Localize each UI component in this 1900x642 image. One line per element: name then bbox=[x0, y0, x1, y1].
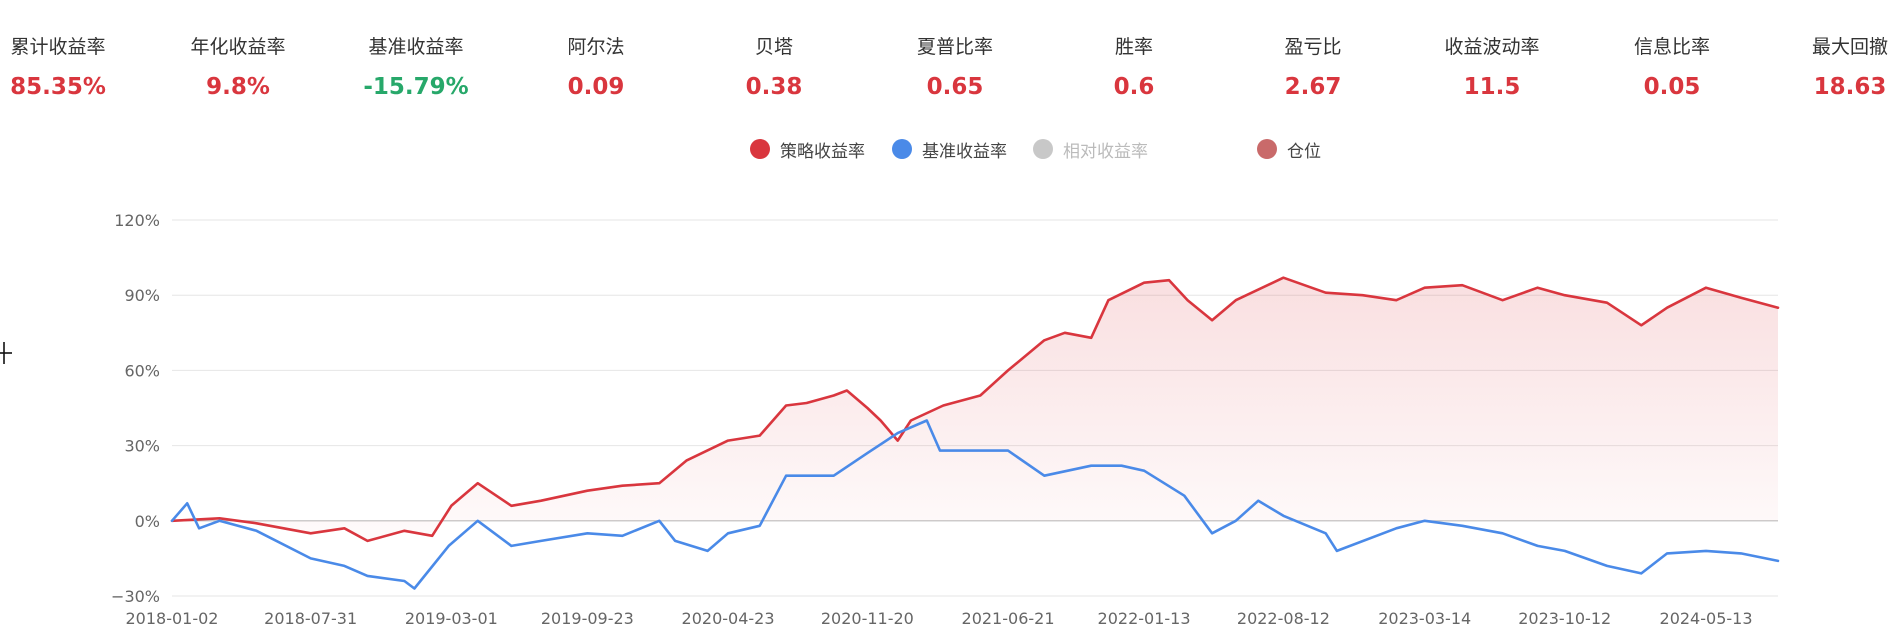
x-tick-label: 2022-01-13 bbox=[1098, 609, 1191, 628]
metric-value: 0.65 bbox=[926, 74, 984, 100]
x-tick-label: 2021-06-21 bbox=[962, 609, 1055, 628]
y-tick-label: 90% bbox=[124, 286, 160, 305]
strategy-area-fill bbox=[172, 277, 1778, 541]
y-tick-label: 0% bbox=[135, 512, 160, 531]
metric-value: 0.6 bbox=[1113, 74, 1155, 100]
metric-label: 盈亏比 bbox=[1284, 36, 1342, 58]
legend-item[interactable]: 策略收益率 bbox=[750, 134, 865, 164]
chart-legend: 策略收益率 基准收益率 相对收益率 仓位 bbox=[0, 134, 1900, 164]
metric-value: 11.5 bbox=[1463, 74, 1521, 100]
x-tick-label: 2023-03-14 bbox=[1378, 609, 1471, 628]
x-tick-label: 2018-07-31 bbox=[264, 609, 357, 628]
crosshair-cursor-icon bbox=[0, 342, 12, 364]
x-tick-label: 2023-10-12 bbox=[1518, 609, 1611, 628]
metric-label: 收益波动率 bbox=[1444, 36, 1540, 58]
x-tick-label: 2019-03-01 bbox=[405, 609, 498, 628]
metric-value: 18.63 bbox=[1813, 74, 1887, 100]
legend-item[interactable]: 相对收益率 bbox=[1033, 134, 1148, 164]
metric-value: 0.09 bbox=[567, 74, 625, 100]
x-tick-label: 2019-09-23 bbox=[541, 609, 634, 628]
legend-label: 策略收益率 bbox=[780, 141, 865, 162]
legend-item[interactable]: 基准收益率 bbox=[892, 134, 1007, 164]
metrics-bar: 累计收益率 85.35% 年化收益率 9.8% 基准收益率 -15.79% 阿尔法 0.09 贝… bbox=[0, 0, 1900, 120]
y-tick-label: 30% bbox=[124, 437, 160, 456]
legend-dot-icon bbox=[1257, 139, 1277, 159]
legend-label: 仓位 bbox=[1287, 141, 1321, 162]
metric-label: 最大回撤 bbox=[1811, 36, 1888, 58]
x-tick-label: 2020-04-23 bbox=[682, 609, 775, 628]
y-tick-label: 60% bbox=[124, 361, 160, 380]
metric-label: 贝塔 bbox=[754, 36, 793, 58]
y-tick-label: 120% bbox=[114, 211, 160, 230]
metric-value: -15.79% bbox=[363, 74, 469, 100]
metric-value: 9.8% bbox=[206, 74, 270, 100]
legend-label: 基准收益率 bbox=[922, 141, 1007, 162]
y-tick-label: −30% bbox=[111, 587, 160, 606]
returns-line-chart: 120% 90% 60% 30% 0% −30% 2018-01-02 2018-07-31 2… bbox=[111, 211, 1780, 628]
benchmark-return-line bbox=[170, 419, 1780, 590]
x-tick-label: 2024-05-13 bbox=[1660, 609, 1753, 628]
metric-value: 0.38 bbox=[745, 74, 803, 100]
metric-label: 基准收益率 bbox=[368, 36, 464, 58]
metric-value: 85.35% bbox=[10, 74, 106, 100]
metric-label: 阿尔法 bbox=[567, 36, 625, 58]
metric-value: 0.05 bbox=[1643, 74, 1701, 100]
metric-label: 信息比率 bbox=[1633, 36, 1710, 58]
legend-dot-icon bbox=[1033, 139, 1053, 159]
legend-item[interactable]: 仓位 bbox=[1257, 134, 1321, 164]
legend-label: 相对收益率 bbox=[1063, 141, 1148, 162]
metric-label: 年化收益率 bbox=[190, 36, 286, 58]
legend-dot-icon bbox=[892, 139, 912, 159]
legend-dot-icon bbox=[750, 139, 770, 159]
metric-value: 2.67 bbox=[1284, 74, 1342, 100]
metric-label: 夏普比率 bbox=[916, 36, 993, 58]
metric-label: 胜率 bbox=[1114, 36, 1153, 58]
x-tick-label: 2022-08-12 bbox=[1237, 609, 1330, 628]
metric-label: 累计收益率 bbox=[10, 36, 106, 58]
x-tick-label: 2020-11-20 bbox=[821, 609, 914, 628]
strategy-return-line bbox=[170, 276, 1780, 543]
x-tick-label: 2018-01-02 bbox=[126, 609, 219, 628]
